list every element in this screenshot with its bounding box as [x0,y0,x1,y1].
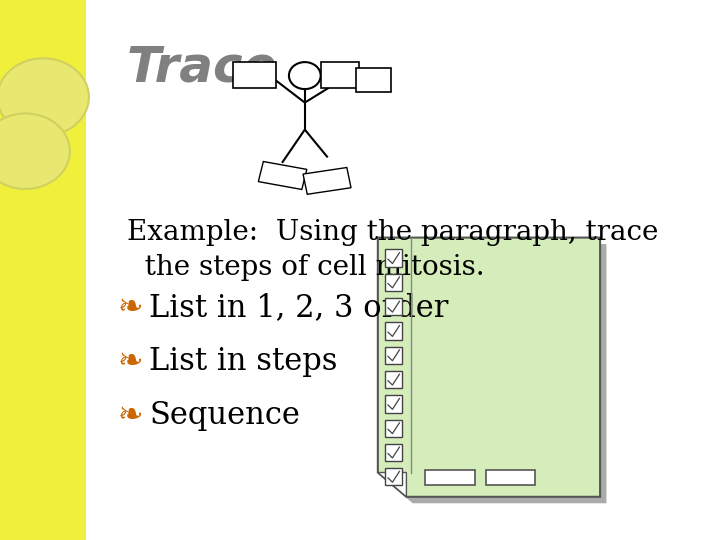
Text: List in 1, 2, 3 order: List in 1, 2, 3 order [149,292,449,323]
Circle shape [0,113,70,189]
Text: ❧: ❧ [117,293,143,322]
Text: Trace: Trace [127,44,277,91]
Circle shape [0,58,89,136]
FancyBboxPatch shape [385,347,402,364]
Text: Example:  Using the paragraph, trace
  the steps of cell mitosis.: Example: Using the paragraph, trace the … [127,219,658,281]
Polygon shape [378,238,600,497]
FancyBboxPatch shape [385,371,402,388]
FancyBboxPatch shape [356,68,391,92]
Text: Sequence: Sequence [149,400,300,431]
Polygon shape [384,244,606,503]
FancyBboxPatch shape [385,468,402,485]
FancyBboxPatch shape [385,298,402,315]
FancyBboxPatch shape [385,274,402,291]
FancyBboxPatch shape [385,420,402,437]
Text: ❧: ❧ [117,401,143,430]
FancyBboxPatch shape [385,444,402,461]
Polygon shape [303,167,351,194]
Polygon shape [258,161,307,190]
FancyBboxPatch shape [385,395,402,413]
Polygon shape [378,472,406,497]
FancyBboxPatch shape [320,62,359,88]
Text: List in steps: List in steps [149,346,338,377]
FancyBboxPatch shape [233,62,276,88]
FancyBboxPatch shape [486,470,536,485]
FancyBboxPatch shape [385,322,402,340]
FancyBboxPatch shape [385,249,402,267]
Text: ❧: ❧ [117,347,143,376]
FancyBboxPatch shape [0,0,86,540]
FancyBboxPatch shape [426,470,475,485]
